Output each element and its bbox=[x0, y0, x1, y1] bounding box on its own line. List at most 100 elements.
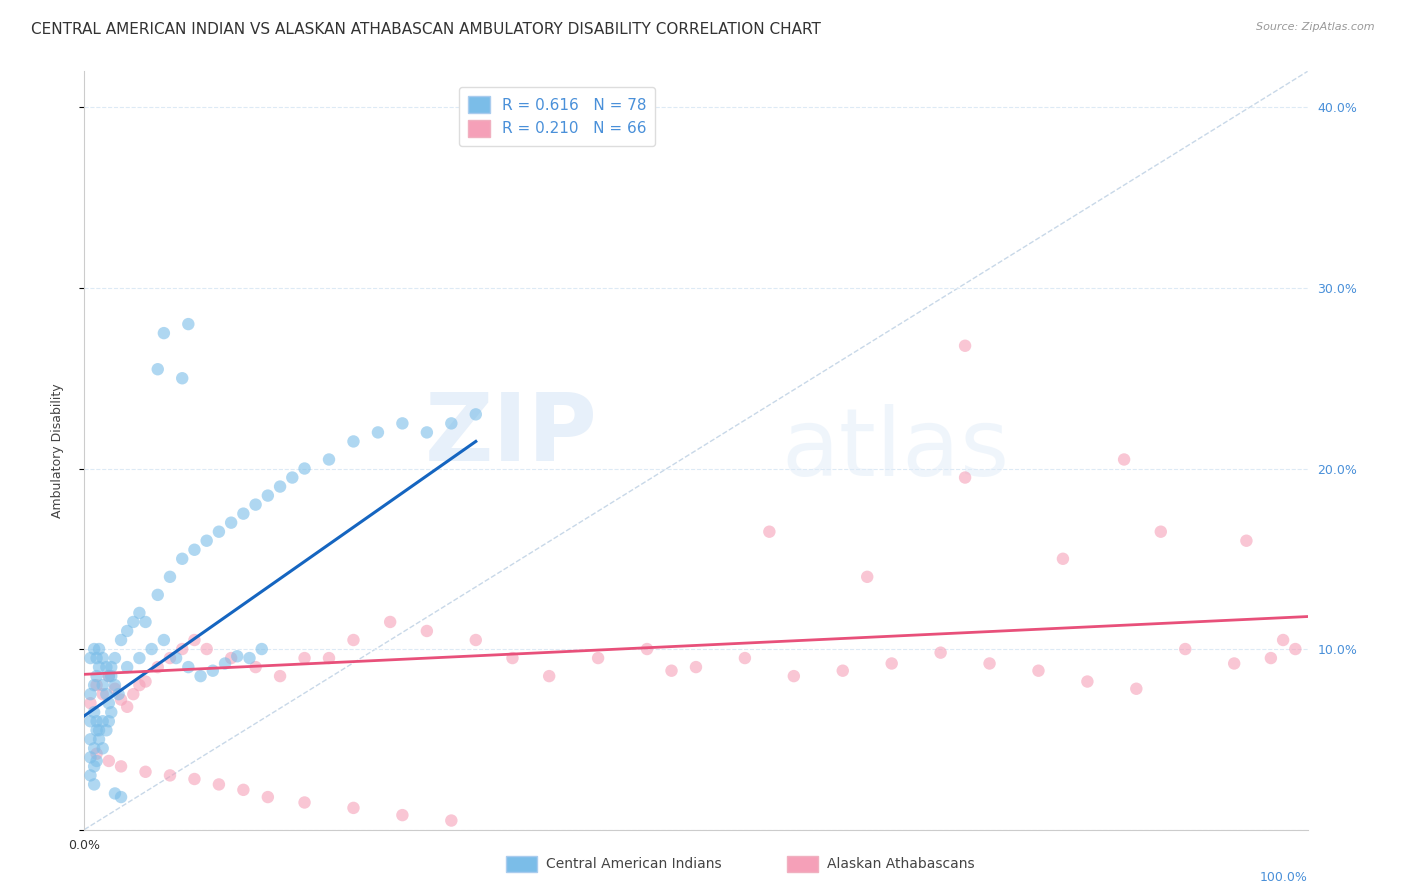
Point bbox=[96, 660, 118, 674]
Point bbox=[128, 651, 150, 665]
Point bbox=[416, 425, 439, 440]
Text: Alaskan Athabascans: Alaskan Athabascans bbox=[827, 857, 974, 871]
Point bbox=[502, 651, 524, 665]
Point bbox=[758, 524, 780, 539]
Point bbox=[146, 588, 169, 602]
Point bbox=[416, 624, 439, 638]
Point bbox=[183, 772, 205, 786]
Point bbox=[86, 714, 108, 729]
Point bbox=[91, 714, 114, 729]
Point bbox=[464, 408, 486, 422]
Point bbox=[97, 754, 120, 768]
Point bbox=[110, 633, 132, 648]
Point bbox=[831, 664, 853, 678]
Point bbox=[83, 678, 105, 692]
Point bbox=[100, 669, 122, 683]
Point bbox=[281, 470, 304, 484]
Point bbox=[172, 551, 194, 566]
Point bbox=[1236, 533, 1258, 548]
Point bbox=[83, 642, 105, 657]
Text: ZIP: ZIP bbox=[425, 389, 598, 482]
Point bbox=[135, 764, 157, 779]
Point bbox=[83, 759, 105, 773]
Point bbox=[79, 732, 101, 747]
Point bbox=[953, 339, 976, 353]
Point bbox=[294, 796, 316, 810]
Point bbox=[128, 678, 150, 692]
Point bbox=[953, 470, 976, 484]
Point bbox=[86, 747, 108, 761]
Point bbox=[1028, 664, 1050, 678]
Text: Source: ZipAtlas.com: Source: ZipAtlas.com bbox=[1257, 22, 1375, 32]
Point bbox=[1272, 633, 1295, 648]
Point bbox=[115, 660, 138, 674]
Point bbox=[104, 681, 127, 696]
Point bbox=[100, 660, 122, 674]
Point bbox=[1052, 551, 1074, 566]
Point bbox=[979, 657, 1001, 671]
Point bbox=[159, 651, 181, 665]
Point bbox=[367, 425, 389, 440]
Point bbox=[257, 790, 280, 805]
Point bbox=[91, 651, 114, 665]
Point bbox=[122, 687, 145, 701]
Point bbox=[96, 723, 118, 738]
Point bbox=[91, 741, 114, 756]
Point bbox=[464, 633, 486, 648]
Point bbox=[734, 651, 756, 665]
Point bbox=[91, 678, 114, 692]
Point bbox=[245, 498, 267, 512]
Point bbox=[208, 524, 231, 539]
Point bbox=[1125, 681, 1147, 696]
Point bbox=[107, 687, 129, 701]
Point bbox=[201, 664, 224, 678]
Point bbox=[391, 417, 413, 431]
Point bbox=[159, 570, 181, 584]
Point bbox=[685, 660, 707, 674]
Point bbox=[86, 678, 108, 692]
Text: atlas: atlas bbox=[782, 404, 1010, 497]
Point bbox=[86, 669, 108, 683]
Point bbox=[250, 642, 273, 657]
Point bbox=[165, 651, 187, 665]
Point bbox=[1284, 642, 1306, 657]
Point bbox=[135, 674, 157, 689]
Point bbox=[294, 651, 316, 665]
Point bbox=[100, 705, 122, 719]
Point bbox=[83, 705, 105, 719]
Point bbox=[97, 669, 120, 683]
Point bbox=[1174, 642, 1197, 657]
Point bbox=[294, 461, 316, 475]
Point bbox=[86, 651, 108, 665]
Y-axis label: Ambulatory Disability: Ambulatory Disability bbox=[51, 384, 63, 517]
Point bbox=[342, 801, 364, 815]
Point bbox=[135, 615, 157, 629]
Point bbox=[257, 489, 280, 503]
Point bbox=[226, 649, 249, 664]
Point bbox=[122, 615, 145, 629]
Point bbox=[104, 678, 127, 692]
Point bbox=[83, 741, 105, 756]
Point bbox=[661, 664, 683, 678]
Point bbox=[104, 651, 127, 665]
Point bbox=[214, 657, 236, 671]
Point bbox=[269, 479, 291, 493]
Point bbox=[440, 417, 463, 431]
Point bbox=[177, 317, 200, 331]
Point bbox=[86, 723, 108, 738]
Point bbox=[141, 642, 163, 657]
Text: 100.0%: 100.0% bbox=[1260, 871, 1308, 884]
Point bbox=[110, 790, 132, 805]
Point bbox=[929, 646, 952, 660]
Point bbox=[1150, 524, 1173, 539]
Point bbox=[245, 660, 267, 674]
Point bbox=[97, 714, 120, 729]
Point bbox=[1114, 452, 1136, 467]
Point bbox=[104, 787, 127, 801]
Point bbox=[783, 669, 806, 683]
Point bbox=[219, 516, 242, 530]
Point bbox=[391, 808, 413, 822]
Point bbox=[538, 669, 561, 683]
Point bbox=[195, 642, 218, 657]
Point bbox=[97, 696, 120, 710]
